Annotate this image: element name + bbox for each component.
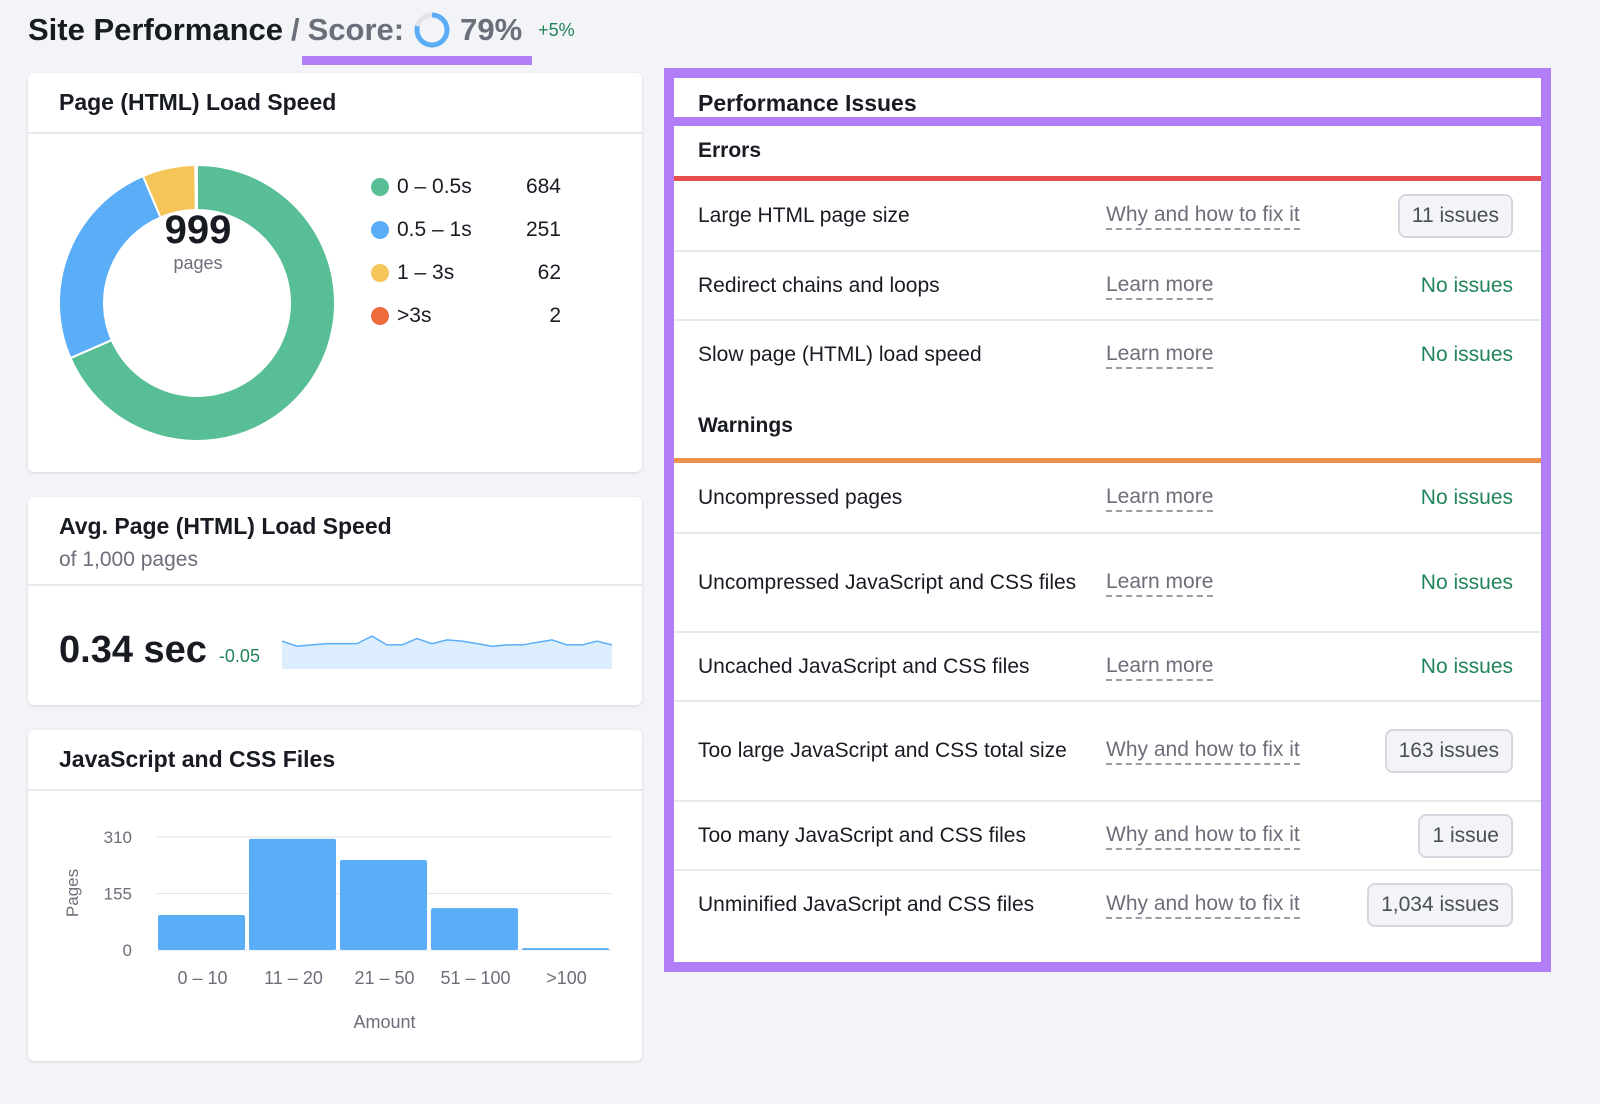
y-tick-label: 0 xyxy=(123,941,132,960)
issue-row: Too many JavaScript and CSS files Why and… xyxy=(674,800,1541,869)
donut-slice[interactable] xyxy=(194,163,198,212)
issue-name: Uncompressed JavaScript and CSS files xyxy=(698,570,1077,594)
warnings-heading: Warnings xyxy=(674,388,1541,463)
issue-row: Too large JavaScript and CSS total size W… xyxy=(674,700,1541,800)
load-speed-donut xyxy=(58,163,336,442)
issue-row: Large HTML page size Why and how to fix i… xyxy=(674,181,1541,250)
total-pages-label: pages xyxy=(173,253,223,273)
issue-name: Too large JavaScript and CSS total size xyxy=(698,739,1067,762)
no-issues-status: No issues xyxy=(1420,570,1513,594)
legend-value: 62 xyxy=(537,260,561,284)
issue-help-link[interactable]: Why and how to fix it xyxy=(1106,822,1300,850)
legend-dot-icon xyxy=(371,177,389,196)
no-issues-status: No issues xyxy=(1420,654,1513,678)
total-pages: 999 xyxy=(164,208,232,252)
legend-dot-icon xyxy=(371,263,389,282)
legend-label: 1 – 3s xyxy=(397,260,455,284)
score-label: Score: xyxy=(307,12,405,47)
legend-item: 0.5 – 1s 251 xyxy=(371,208,561,251)
legend-dot-icon xyxy=(371,220,389,239)
issue-row: Uncached JavaScript and CSS files Learn m… xyxy=(674,631,1541,700)
avg-speed-value: 0.34 sec xyxy=(59,629,207,671)
title-text: Site Performance xyxy=(28,12,283,47)
issue-name: Uncompressed pages xyxy=(698,485,903,509)
card-title: Page (HTML) Load Speed xyxy=(28,73,642,134)
legend-label: 0 – 0.5s xyxy=(397,174,472,198)
performance-issues-panel: Performance Issues Errors Large HTML pag… xyxy=(664,68,1551,972)
panel-title: Performance Issues xyxy=(674,78,1541,126)
no-issues-status: No issues xyxy=(1420,342,1513,366)
card-subtitle: of 1,000 pages xyxy=(28,548,642,586)
issues-count-button[interactable]: 1,034 issues xyxy=(1367,882,1513,927)
issue-name: Too many JavaScript and CSS files xyxy=(698,823,1026,847)
issue-row: Uncompressed JavaScript and CSS files Lea… xyxy=(674,532,1541,631)
legend-item: 1 – 3s 62 xyxy=(371,251,561,294)
issue-help-link[interactable]: Learn more xyxy=(1106,653,1214,681)
score-highlight-underline xyxy=(302,56,532,65)
donut-slice[interactable] xyxy=(69,163,336,442)
x-tick-label: >100 xyxy=(546,968,587,988)
y-tick-label: 155 xyxy=(104,885,132,904)
issue-help-link[interactable]: Learn more xyxy=(1106,272,1214,300)
issue-help-link[interactable]: Learn more xyxy=(1106,484,1214,512)
issue-help-link[interactable]: Why and how to fix it xyxy=(1106,891,1300,919)
bar[interactable] xyxy=(340,859,427,950)
sparkline-line xyxy=(282,635,612,647)
issue-row: Uncompressed pages Learn more No issues xyxy=(674,463,1541,532)
legend-dot-icon xyxy=(371,306,389,325)
x-tick-label: 51 – 100 xyxy=(440,968,510,988)
issues-count-button[interactable]: 11 issues xyxy=(1397,193,1513,238)
avg-speed-card: Avg. Page (HTML) Load Speed of 1,000 pag… xyxy=(28,497,642,705)
bar[interactable] xyxy=(249,838,336,950)
no-issues-status: No issues xyxy=(1420,273,1513,297)
issue-name: Slow page (HTML) load speed xyxy=(698,342,982,366)
issues-count-button[interactable]: 1 issue xyxy=(1418,813,1513,858)
bar[interactable] xyxy=(522,948,609,950)
issue-row: Unminified JavaScript and CSS files Why a… xyxy=(674,869,1541,938)
avg-speed-delta: -0.05 xyxy=(218,646,260,666)
title-separator: / xyxy=(291,12,300,47)
legend-value: 251 xyxy=(525,217,561,241)
issue-help-link[interactable]: Why and how to fix it xyxy=(1106,202,1300,230)
avg-speed-sparkline xyxy=(282,635,612,669)
score-value: 79% xyxy=(460,12,523,47)
legend-value: 684 xyxy=(525,174,561,198)
issue-name: Unminified JavaScript and CSS files xyxy=(698,892,1035,916)
score-ring-icon xyxy=(414,12,450,48)
issue-help-link[interactable]: Learn more xyxy=(1106,569,1214,597)
issue-row: Slow page (HTML) load speed Learn more No … xyxy=(674,319,1541,388)
issue-row: Redirect chains and loops Learn more No is… xyxy=(674,250,1541,319)
score-delta: +5% xyxy=(538,19,575,40)
sparkline-area xyxy=(282,636,612,669)
legend-label: 0.5 – 1s xyxy=(397,217,472,241)
issue-name: Redirect chains and loops xyxy=(698,273,940,297)
js-css-bar-chart: 0 155 310 0 – 10 11 – 20 21 – 50 51 – 100 >100 A… xyxy=(63,828,612,1032)
x-tick-label: 21 – 50 xyxy=(354,968,414,988)
donut-legend: 0 – 0.5s 684 0.5 – 1s 251 1 – 3s 62 >3s 2 xyxy=(371,165,561,337)
js-css-card: JavaScript and CSS Files 0 155 310 0 – 10 11… xyxy=(28,730,642,1061)
y-axis-label: Pages xyxy=(63,869,82,917)
bar[interactable] xyxy=(431,908,518,950)
errors-heading: Errors xyxy=(674,126,1541,181)
no-issues-status: No issues xyxy=(1420,485,1513,509)
x-tick-label: 0 – 10 xyxy=(177,968,227,988)
legend-item: >3s 2 xyxy=(371,294,561,337)
x-axis-label: Amount xyxy=(353,1012,415,1032)
issue-name: Large HTML page size xyxy=(698,203,910,227)
card-title: JavaScript and CSS Files xyxy=(28,730,642,791)
page-title: Site Performance / Score: 79% +5% xyxy=(28,10,575,50)
donut-center: 999 pages xyxy=(138,208,258,274)
issue-help-link[interactable]: Learn more xyxy=(1106,341,1214,369)
load-speed-card: Page (HTML) Load Speed 999 pages 0 – 0.5s… xyxy=(28,73,642,472)
y-tick-label: 310 xyxy=(104,828,132,847)
issue-name: Uncached JavaScript and CSS files xyxy=(698,654,1030,678)
x-tick-label: 11 – 20 xyxy=(264,968,323,988)
bar[interactable] xyxy=(158,915,245,950)
legend-item: 0 – 0.5s 684 xyxy=(371,165,561,208)
legend-value: 2 xyxy=(549,303,561,327)
issues-count-button[interactable]: 163 issues xyxy=(1384,729,1513,773)
legend-label: >3s xyxy=(397,303,432,327)
issue-help-link[interactable]: Why and how to fix it xyxy=(1106,737,1300,765)
card-title: Avg. Page (HTML) Load Speed xyxy=(59,513,392,539)
